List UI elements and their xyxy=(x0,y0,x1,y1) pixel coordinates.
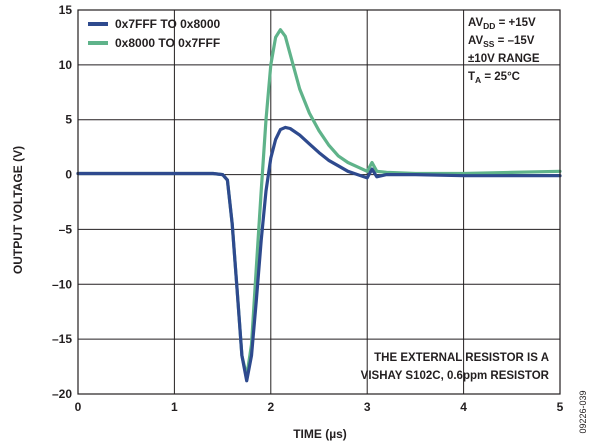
series-lines xyxy=(76,28,562,383)
y-axis-label: OUTPUT VOLTAGE (V) xyxy=(11,146,25,274)
x-tick-label: 0 xyxy=(75,400,82,414)
x-tick-labels: 0 1 2 3 4 5 xyxy=(75,400,564,414)
y-tick-label: –5 xyxy=(59,222,73,236)
condition-range: ±10V RANGE xyxy=(468,53,540,65)
x-tick-label: 4 xyxy=(460,400,467,414)
y-tick-label: 15 xyxy=(59,3,73,17)
y-tick-label: 5 xyxy=(65,113,72,127)
condition-ta: TA = 25°C xyxy=(468,71,520,85)
x-axis-label: TIME (µs) xyxy=(293,427,347,441)
legend-label-series-2: 0x8000 TO 0x7FFF xyxy=(115,36,220,50)
y-tick-label: 10 xyxy=(59,58,73,72)
conditions-annotation: AVDD = +15V AVSS = –15V ±10V RANGE TA = … xyxy=(468,17,540,85)
condition-avdd: AVDD = +15V xyxy=(468,17,536,31)
y-tick-label: –20 xyxy=(52,387,72,401)
legend: 0x7FFF TO 0x8000 0x8000 TO 0x7FFF xyxy=(88,17,220,50)
resistor-note: THE EXTERNAL RESISTOR IS A VISHAY S102C,… xyxy=(361,352,550,382)
x-tick-label: 3 xyxy=(364,400,371,414)
x-tick-label: 5 xyxy=(557,400,564,414)
y-tick-label: –10 xyxy=(52,277,72,291)
series-line-1 xyxy=(76,125,562,383)
x-tick-label: 2 xyxy=(267,400,274,414)
x-tick-label: 1 xyxy=(171,400,178,414)
figure-id: 09226-039 xyxy=(578,390,588,433)
plot-frame xyxy=(77,9,561,395)
y-tick-label: 0 xyxy=(65,168,72,182)
legend-label-series-1: 0x7FFF TO 0x8000 xyxy=(115,17,220,31)
note-line-2: VISHAY S102C, 0.6ppm RESISTOR xyxy=(361,370,550,382)
grid xyxy=(77,9,561,395)
note-line-1: THE EXTERNAL RESISTOR IS A xyxy=(374,352,549,364)
y-tick-labels: 15 10 5 0 –5 –10 –15 –20 xyxy=(52,3,72,401)
condition-avss: AVSS = –15V xyxy=(468,35,535,49)
y-tick-label: –15 xyxy=(52,332,72,346)
